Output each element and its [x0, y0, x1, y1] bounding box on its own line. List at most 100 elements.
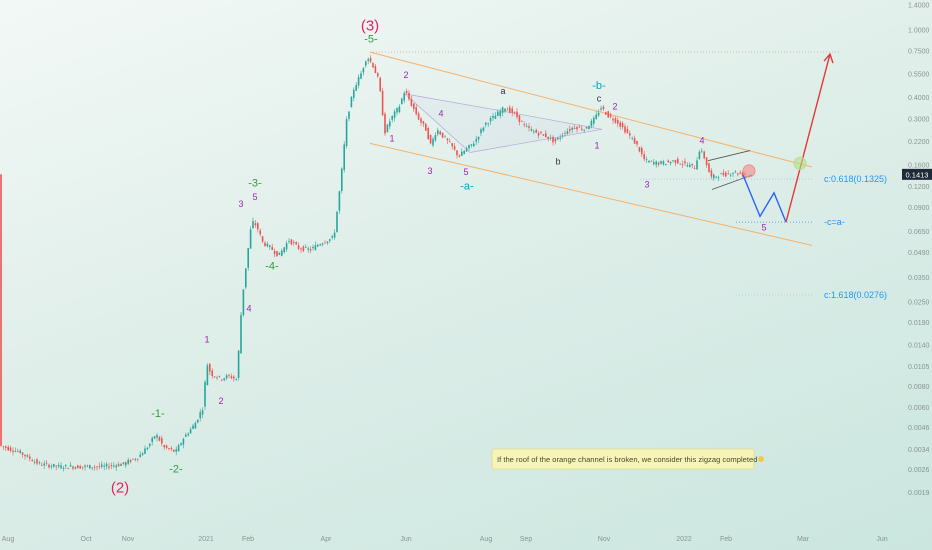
- candle-body: [338, 191, 341, 211]
- candle-body: [221, 379, 223, 381]
- candle-body: [307, 248, 309, 250]
- candle-body: [499, 111, 501, 116]
- candle-body: [437, 130, 439, 135]
- candle-body: [605, 112, 607, 115]
- candle-body: [417, 113, 420, 120]
- candle-body: [741, 172, 744, 176]
- candle-body: [168, 448, 170, 450]
- candle-body: [537, 132, 540, 136]
- candle-body: [461, 151, 463, 156]
- candle-body: [38, 462, 41, 464]
- candle-body: [197, 419, 199, 423]
- triangle-pattern: [403, 93, 603, 153]
- y-tick-label: 0.0900: [908, 205, 930, 212]
- candle-body: [199, 412, 201, 419]
- candle-body: [691, 163, 693, 166]
- current-price-tag: [902, 168, 932, 180]
- candle-body: [48, 464, 50, 468]
- candle-body: [225, 375, 228, 379]
- candle-body: [283, 247, 285, 253]
- candle-body: [26, 455, 29, 457]
- x-tick-label: Jun: [400, 536, 411, 543]
- candle-body: [408, 92, 410, 100]
- candle-body: [312, 246, 314, 249]
- candle-body: [672, 160, 674, 162]
- candle-body: [535, 129, 537, 133]
- wave-label: (2): [111, 480, 129, 497]
- candle-body: [643, 154, 645, 160]
- candle-body: [475, 139, 477, 142]
- candle-body: [372, 62, 374, 68]
- x-tick-label: 2022: [676, 536, 692, 543]
- wave-label: 4: [246, 304, 251, 314]
- candle-body: [233, 376, 235, 379]
- candle-body: [141, 453, 144, 456]
- candle-body: [612, 119, 614, 121]
- candle-body: [223, 378, 225, 380]
- candle-body: [722, 172, 725, 176]
- candle-body: [648, 160, 650, 163]
- candle-body: [626, 128, 629, 133]
- candle-body: [21, 452, 24, 455]
- candle-body: [65, 464, 67, 466]
- candle-body: [425, 123, 427, 131]
- wave-label: 5: [252, 192, 257, 202]
- wave-label: 3: [427, 166, 432, 176]
- y-tick-label: 0.0250: [908, 300, 930, 307]
- candle-body: [300, 248, 302, 250]
- candle-body: [581, 128, 583, 130]
- fib-label: -c=a-: [824, 217, 845, 227]
- candle-body: [477, 136, 480, 140]
- candle-body: [343, 144, 345, 170]
- wave-label: -1-: [151, 408, 165, 420]
- candle-body: [727, 173, 729, 175]
- candle-body: [235, 379, 237, 380]
- y-tick-label: 0.0350: [908, 275, 930, 282]
- x-tick-label: Aug: [480, 536, 493, 543]
- candle-body: [698, 151, 701, 159]
- annotation-text: If the roof of the orange channel is bro…: [497, 455, 757, 464]
- candle-body: [305, 246, 307, 248]
- candle-body: [314, 245, 317, 251]
- candle-body: [120, 464, 122, 466]
- candle-body: [209, 363, 211, 372]
- candle-body: [729, 174, 732, 176]
- candle-body: [355, 85, 357, 91]
- candle-body: [456, 150, 458, 156]
- y-tick-label: 0.1600: [908, 163, 930, 170]
- candle-body: [213, 376, 216, 378]
- candle-body: [254, 223, 257, 226]
- candle-body: [650, 160, 653, 162]
- candle-body: [240, 314, 242, 354]
- wave-labels: (3) (2) -5- -3- -4- -1- -2- 1 2 3 4 5 1 2 3 4 5 -a-a b c-b-…: [111, 18, 767, 497]
- channel-upper-line: [369, 51, 813, 168]
- candle-body: [321, 243, 324, 245]
- candle-body: [449, 141, 451, 143]
- candle-body: [379, 77, 381, 92]
- y-tick-label: 0.0650: [908, 229, 930, 236]
- candle-body: [149, 443, 151, 446]
- annotation-box: [491, 448, 755, 470]
- candle-body: [50, 466, 53, 467]
- candle-body: [369, 58, 372, 62]
- candle-body: [641, 148, 643, 155]
- candle-body: [732, 173, 734, 174]
- candle-body: [458, 155, 461, 157]
- annotation-sun-icon: [758, 456, 764, 462]
- candle-body: [293, 242, 295, 243]
- candle-body: [336, 211, 338, 233]
- candle-body: [374, 66, 377, 74]
- candle-body: [211, 370, 213, 376]
- candle-body: [645, 159, 648, 160]
- candle-body: [156, 435, 158, 438]
- wave-label: -a-: [460, 181, 474, 193]
- candle-body: [609, 114, 612, 117]
- wedge-lower: [711, 174, 753, 190]
- candle-body: [617, 120, 619, 124]
- candle-body: [571, 127, 573, 130]
- wave-label: a: [500, 86, 505, 96]
- candle-body: [345, 119, 348, 146]
- candle-body: [681, 163, 684, 165]
- candle-body: [561, 135, 564, 137]
